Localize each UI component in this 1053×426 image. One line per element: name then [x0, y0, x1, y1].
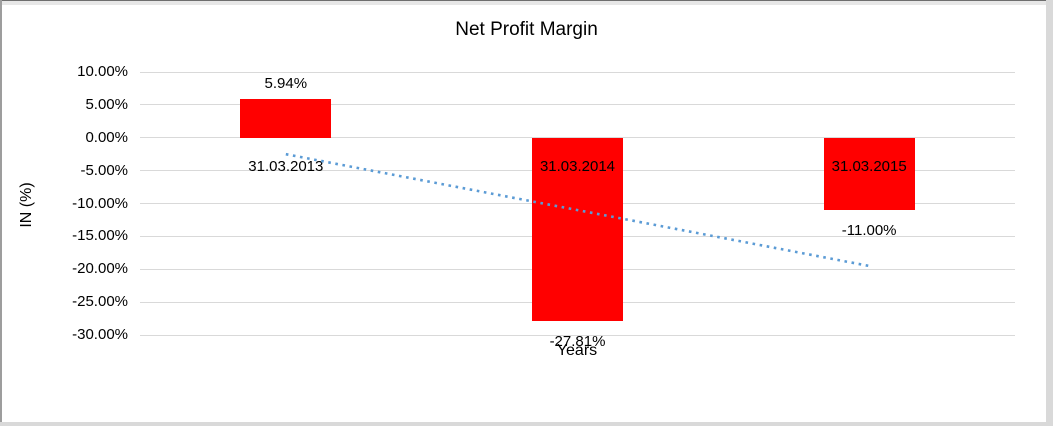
frame-bottom-strip: [0, 422, 1053, 426]
y-axis-tick-label: -10.00%: [72, 194, 128, 212]
y-axis-tick-label: -5.00%: [80, 161, 128, 179]
y-axis-tick-label: 0.00%: [85, 128, 128, 146]
x-axis-title: Years: [556, 342, 598, 359]
x-axis-category-label: 31.03.2015: [831, 157, 907, 175]
x-axis-category-label: 31.03.2014: [539, 157, 616, 175]
gridline: [140, 71, 1015, 73]
y-axis-tick-label: 5.00%: [85, 95, 128, 113]
bar-31.03.2013: [240, 98, 332, 138]
frame-top-border: [0, 0, 1053, 1]
frame-top-strip: [0, 1, 1053, 5]
y-axis-tick-label: -30.00%: [72, 326, 128, 343]
y-axis-tick-label: 10.00%: [77, 63, 128, 80]
frame-right-strip: [1046, 0, 1053, 426]
bar-data-label: -11.00%: [841, 222, 897, 240]
y-axis-tick-label: -25.00%: [72, 293, 128, 311]
gridline: [140, 104, 1015, 106]
frame-left-border: [0, 0, 2, 426]
y-axis-tick-label: -20.00%: [72, 260, 128, 278]
gridline: [140, 334, 1015, 336]
bar-data-label: -27.81%: [549, 332, 606, 350]
x-axis-category-label: 31.03.2013: [248, 157, 324, 175]
y-axis-tick-label: -15.00%: [72, 227, 128, 245]
bar-data-label: 5.94%: [264, 74, 308, 92]
chart-title: Net Profit Margin: [455, 19, 598, 40]
